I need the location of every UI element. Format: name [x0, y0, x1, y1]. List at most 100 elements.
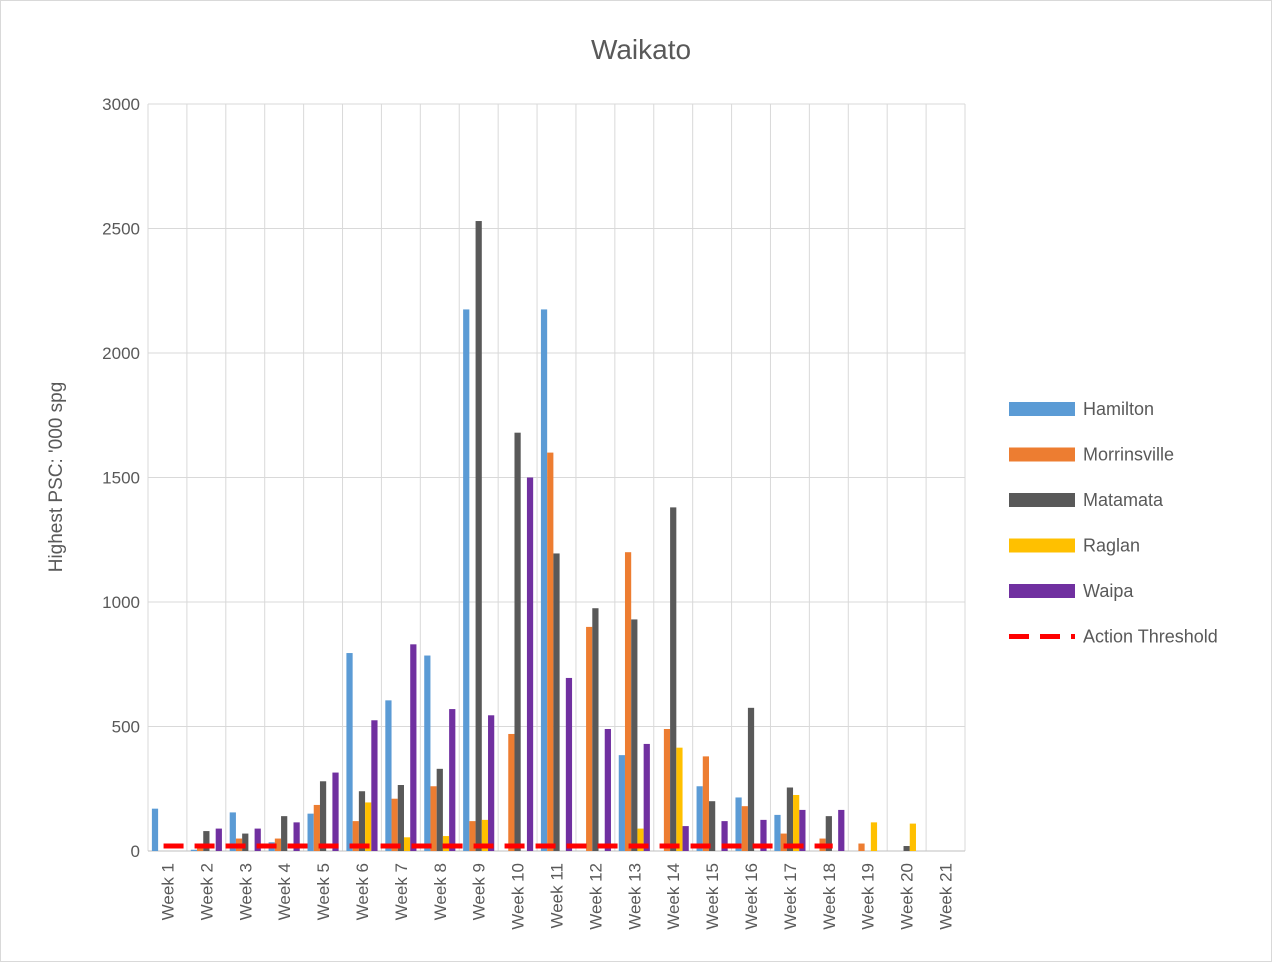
- bar-hamilton-week-8: [424, 655, 431, 851]
- bar-hamilton-week-5: [307, 813, 314, 851]
- bar-hamilton-week-11: [540, 309, 548, 851]
- bar-waipa-week-3: [254, 828, 261, 851]
- bar-raglan-week-7: [403, 837, 411, 851]
- bar-morrinsville-week-17: [780, 833, 787, 851]
- x-tick-label: Week 3: [236, 863, 255, 920]
- bar-morrinsville-week-16: [741, 806, 748, 851]
- bar-morrinsville-week-8: [430, 786, 437, 851]
- bar-waipa-week-13: [643, 743, 650, 851]
- legend-label: Action Threshold: [1083, 627, 1218, 647]
- bar-waipa-week-18: [838, 809, 845, 851]
- x-tick-label: Week 1: [158, 863, 177, 920]
- x-tick-label: Week 14: [664, 863, 683, 930]
- bar-raglan-week-17: [793, 794, 800, 851]
- bar-raglan-week-6: [365, 802, 372, 851]
- bar-hamilton-week-17: [774, 814, 781, 851]
- legend-swatch-hamilton: [1009, 402, 1075, 416]
- bar-morrinsville-week-15: [702, 756, 710, 851]
- gridlines: [147, 103, 966, 852]
- x-tick-label: Week 21: [937, 863, 956, 930]
- bar-matamata-week-7: [397, 785, 404, 851]
- bar-hamilton-week-15: [696, 786, 703, 851]
- x-tick-label: Week 8: [431, 863, 450, 920]
- x-tick-label: Week 2: [197, 863, 216, 920]
- legend-swatch-raglan: [1009, 538, 1075, 553]
- bar-morrinsville-week-12: [586, 626, 593, 851]
- legend-label: Matamata: [1083, 490, 1164, 510]
- bar-hamilton-week-2: [190, 849, 198, 851]
- bar-morrinsville-week-7: [391, 798, 398, 851]
- bar-waipa-week-4: [293, 822, 300, 851]
- bars: [151, 221, 916, 851]
- x-tick-label: Week 16: [742, 863, 761, 930]
- legend-label: Waipa: [1083, 581, 1134, 601]
- y-axis-label: Highest PSC: '000 spg: [46, 382, 67, 573]
- bar-raglan-week-19: [870, 822, 878, 851]
- bar-waipa-week-5: [332, 772, 339, 851]
- y-tick-label: 2500: [102, 220, 140, 239]
- bar-matamata-week-2: [203, 831, 210, 851]
- x-tick-label: Week 9: [470, 863, 489, 920]
- bar-waipa-week-14: [682, 826, 689, 851]
- x-tick-label: Week 15: [703, 863, 722, 930]
- bar-waipa-week-12: [604, 728, 611, 851]
- bar-raglan-week-14: [676, 747, 683, 851]
- bar-hamilton-week-3: [229, 812, 236, 851]
- bar-raglan-week-20: [909, 823, 916, 851]
- x-tick-label: Week 6: [353, 863, 372, 920]
- bar-raglan-week-9: [481, 819, 489, 851]
- bar-matamata-week-5: [319, 781, 327, 851]
- bar-matamata-week-17: [786, 787, 794, 851]
- x-tick-label: Week 7: [392, 863, 411, 920]
- chart-title: Waikato: [591, 34, 691, 65]
- y-tick-label: 3000: [102, 95, 140, 114]
- x-tick-label: Week 12: [586, 863, 605, 930]
- bar-waipa-week-10: [526, 477, 534, 851]
- y-tick-label: 0: [131, 842, 140, 861]
- bar-matamata-week-13: [631, 619, 638, 851]
- bar-morrinsville-week-13: [624, 552, 632, 851]
- bar-matamata-week-4: [281, 816, 288, 851]
- x-tick-label: Week 4: [275, 863, 294, 920]
- bar-matamata-week-15: [709, 801, 716, 851]
- bar-matamata-week-20: [903, 846, 910, 851]
- x-tick-label: Week 19: [859, 863, 878, 930]
- bar-hamilton-week-13: [618, 755, 625, 851]
- bar-matamata-week-11: [553, 553, 560, 851]
- bar-morrinsville-week-19: [858, 843, 865, 851]
- bar-morrinsville-week-5: [313, 804, 320, 851]
- bar-matamata-week-6: [358, 791, 366, 851]
- bar-waipa-week-7: [410, 644, 417, 851]
- legend-swatch-matamata: [1009, 493, 1075, 507]
- bar-matamata-week-18: [825, 816, 832, 851]
- bar-matamata-week-8: [436, 768, 443, 851]
- bar-waipa-week-15: [721, 821, 728, 851]
- bar-waipa-week-16: [760, 819, 767, 851]
- bar-morrinsville-week-10: [508, 733, 515, 851]
- x-tick-label: Week 5: [314, 863, 333, 920]
- bar-waipa-week-6: [371, 720, 378, 851]
- x-tick-label: Week 18: [820, 863, 839, 930]
- bar-morrinsville-week-4: [274, 838, 282, 851]
- bar-hamilton-week-16: [735, 797, 742, 851]
- legend-swatch-waipa: [1009, 584, 1075, 598]
- bar-waipa-week-8: [449, 709, 456, 851]
- legend-label: Morrinsville: [1083, 445, 1174, 465]
- bar-hamilton-week-1: [151, 808, 159, 851]
- bar-hamilton-week-6: [346, 653, 353, 851]
- bar-matamata-week-3: [242, 833, 249, 851]
- bar-matamata-week-16: [747, 707, 755, 851]
- bar-hamilton-week-9: [463, 309, 470, 851]
- y-tick-label: 500: [112, 718, 140, 737]
- bar-morrinsville-week-9: [469, 821, 476, 851]
- bar-hamilton-week-7: [385, 700, 392, 851]
- bar-waipa-week-17: [799, 809, 806, 851]
- x-tick-label: Week 11: [548, 863, 567, 929]
- bar-matamata-week-10: [514, 432, 521, 851]
- legend-label: Raglan: [1083, 536, 1140, 556]
- x-tick-label: Week 17: [781, 863, 800, 930]
- y-tick-label: 1000: [102, 593, 140, 612]
- y-tick-label: 1500: [102, 469, 140, 488]
